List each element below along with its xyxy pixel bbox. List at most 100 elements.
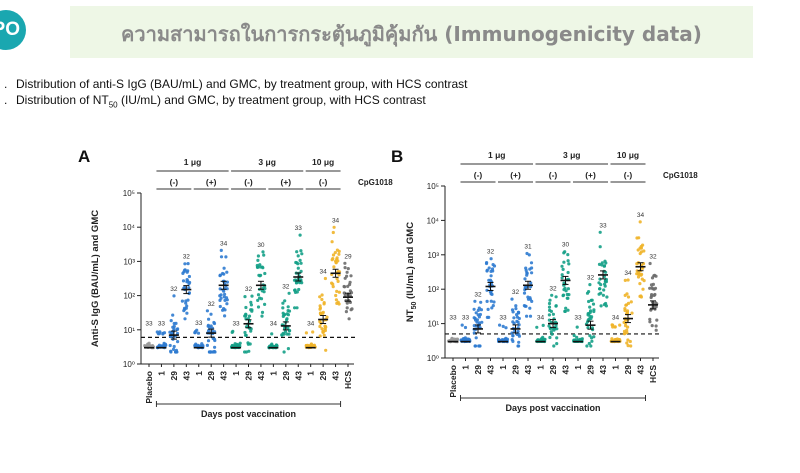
data-point bbox=[489, 269, 493, 273]
group-n-label: 32 bbox=[649, 254, 657, 261]
data-point bbox=[346, 267, 350, 271]
data-point bbox=[206, 324, 210, 328]
data-point bbox=[183, 262, 187, 266]
data-point bbox=[477, 306, 481, 310]
data-point bbox=[566, 253, 570, 257]
data-point bbox=[223, 298, 227, 302]
y-axis-title: Anti-S IgG (BAU/mL) and GMC bbox=[90, 210, 101, 347]
data-point bbox=[622, 329, 627, 333]
data-point bbox=[281, 301, 285, 305]
data-point bbox=[261, 250, 265, 254]
data-point bbox=[200, 342, 204, 346]
x-tick-label: 29 bbox=[473, 365, 483, 375]
data-point bbox=[561, 267, 565, 271]
data-point bbox=[299, 269, 303, 273]
data-point bbox=[511, 334, 515, 338]
data-point bbox=[263, 286, 267, 291]
data-point bbox=[187, 286, 191, 290]
data-point bbox=[635, 272, 639, 276]
data-point bbox=[318, 295, 322, 299]
data-point bbox=[636, 275, 641, 279]
y-tick-label: 10⁴ bbox=[123, 223, 136, 232]
data-point bbox=[162, 331, 167, 335]
data-point bbox=[472, 307, 476, 311]
x-tick-label: 1 bbox=[156, 371, 166, 376]
data-point bbox=[655, 318, 659, 322]
data-point bbox=[623, 308, 627, 313]
data-point bbox=[224, 255, 228, 259]
data-point bbox=[535, 325, 539, 329]
dose-group-label: 1 μg bbox=[488, 150, 505, 160]
data-point bbox=[528, 267, 532, 271]
data-point bbox=[255, 265, 260, 269]
data-point bbox=[618, 323, 622, 327]
data-point bbox=[560, 273, 564, 277]
x-tick-label: Placebo bbox=[448, 365, 458, 398]
data-point bbox=[602, 303, 607, 307]
data-point bbox=[343, 266, 347, 270]
group-n-label: 32 bbox=[487, 249, 495, 256]
data-point bbox=[590, 336, 594, 340]
x-axis-title: Days post vaccination bbox=[505, 403, 600, 413]
data-point bbox=[628, 339, 632, 344]
data-point bbox=[260, 314, 264, 318]
adjuvant-group-label: (+) bbox=[281, 177, 292, 187]
data-point bbox=[176, 327, 180, 331]
data-point bbox=[649, 283, 654, 287]
adjuvant-group-label: (+) bbox=[585, 170, 596, 180]
data-point bbox=[524, 304, 528, 308]
data-point bbox=[305, 344, 309, 348]
group-n-label: 33 bbox=[232, 321, 240, 328]
data-point bbox=[294, 281, 299, 285]
data-point bbox=[516, 329, 520, 334]
data-point bbox=[249, 303, 253, 307]
data-point bbox=[174, 321, 178, 325]
data-point bbox=[517, 334, 522, 338]
group-n-label: 32 bbox=[587, 275, 595, 282]
data-point bbox=[230, 344, 235, 348]
x-tick-label: 43 bbox=[486, 365, 496, 375]
data-point bbox=[182, 285, 187, 290]
data-point bbox=[259, 297, 264, 301]
data-point bbox=[562, 251, 566, 255]
x-tick-label: Placebo bbox=[144, 371, 154, 404]
data-point bbox=[550, 293, 554, 297]
data-point bbox=[336, 300, 340, 304]
data-point bbox=[224, 296, 229, 300]
group-n-label: 34 bbox=[270, 321, 278, 328]
data-point bbox=[491, 304, 495, 308]
data-point bbox=[588, 283, 592, 287]
data-point bbox=[530, 299, 534, 303]
data-point bbox=[566, 287, 571, 291]
data-point bbox=[561, 293, 566, 297]
x-tick-label: 29 bbox=[169, 371, 179, 381]
data-point bbox=[642, 279, 646, 283]
data-point bbox=[514, 307, 518, 311]
data-point bbox=[207, 329, 211, 333]
data-point bbox=[172, 344, 176, 349]
data-point bbox=[212, 320, 216, 325]
x-tick-label: 29 bbox=[281, 371, 291, 381]
data-point bbox=[587, 290, 591, 294]
data-point bbox=[249, 300, 253, 304]
data-point bbox=[555, 336, 559, 340]
data-point bbox=[299, 249, 303, 253]
data-point bbox=[565, 296, 569, 300]
data-point bbox=[337, 290, 341, 294]
data-point bbox=[345, 306, 349, 310]
data-point bbox=[636, 248, 640, 252]
data-point bbox=[146, 342, 150, 346]
data-point bbox=[590, 339, 594, 343]
data-point bbox=[171, 313, 175, 317]
data-point bbox=[322, 301, 326, 305]
data-point bbox=[554, 304, 558, 308]
data-point bbox=[491, 263, 495, 267]
data-point bbox=[547, 313, 552, 317]
data-point bbox=[320, 297, 324, 302]
data-point bbox=[624, 324, 628, 328]
y-tick-label: 10² bbox=[123, 292, 135, 301]
x-tick-label: 43 bbox=[181, 371, 191, 381]
data-point bbox=[560, 264, 564, 268]
y-tick-label: 10⁰ bbox=[123, 360, 135, 369]
data-point bbox=[209, 312, 213, 316]
